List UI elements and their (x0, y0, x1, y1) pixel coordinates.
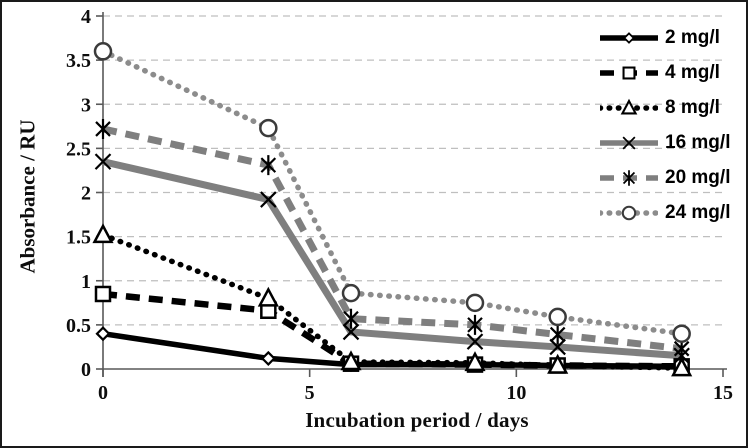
x-axis-title: Incubation period / days (305, 408, 529, 432)
marker-circle (621, 205, 637, 220)
legend-label-16mgl: 16 mg/l (665, 131, 731, 153)
legend-item-24mgl: 24 mg/l (600, 195, 730, 230)
legend-item-20mgl: 20 mg/l (600, 160, 730, 195)
legend-label-20mgl: 20 mg/l (665, 166, 731, 188)
legend-sample-line-2mgl (600, 31, 658, 44)
legend-label-8mgl: 8 mg/l (665, 96, 720, 118)
marker-circle (465, 293, 485, 313)
marker-diamond (623, 31, 635, 44)
marker-asterisk (95, 118, 111, 139)
marker-asterisk (467, 314, 483, 335)
series-line-8mgl (100, 232, 685, 371)
marker-circle (548, 307, 567, 327)
y-tick-label: 4 (81, 6, 91, 28)
marker-x (549, 338, 566, 356)
y-tick-label: 0 (81, 359, 91, 381)
series-line-24mgl (100, 48, 685, 337)
marker-x (466, 333, 484, 350)
y-tick-label: 2 (81, 183, 91, 205)
y-tick-label: 0.5 (66, 315, 91, 337)
marker-asterisk (260, 155, 277, 176)
marker-triangle (464, 351, 486, 372)
marker-triangle (547, 353, 569, 374)
marker-circle (93, 42, 113, 61)
marker-square (622, 66, 636, 79)
legend-label-24mgl: 24 mg/l (665, 201, 731, 223)
marker-x (342, 323, 360, 341)
marker-diamond (260, 350, 276, 366)
legend-item-4mgl: 4 mg/l (600, 55, 730, 90)
x-tick-label: 5 (305, 382, 315, 404)
marker-asterisk (622, 169, 636, 186)
marker-circle (259, 118, 278, 138)
marker-triangle (257, 286, 279, 307)
legend-label-4mgl: 4 mg/l (665, 61, 720, 83)
legend-item-2mgl: 2 mg/l (600, 20, 730, 55)
legend-sample-line-20mgl (600, 169, 658, 186)
marker-x (94, 153, 112, 170)
legend-sample-line-8mgl (600, 98, 658, 114)
y-tick-label: 3 (81, 94, 91, 116)
marker-diamond (95, 326, 111, 342)
marker-x (260, 191, 277, 208)
legend-label-2mgl: 2 mg/l (665, 26, 720, 48)
legend: 2 mg/l 4 mg/l 8 mg/l 16 mg/l 20 mg/l 24 … (600, 20, 730, 230)
marker-asterisk (549, 324, 566, 345)
marker-triangle (92, 223, 114, 244)
legend-item-16mgl: 16 mg/l (600, 125, 730, 160)
marker-triangle (620, 98, 638, 114)
marker-circle (341, 283, 361, 303)
legend-sample-line-16mgl (600, 136, 658, 149)
series-line-4mgl (102, 290, 682, 370)
series-line-20mgl (102, 125, 683, 353)
legend-sample-line-24mgl (600, 205, 658, 220)
y-axis-title: Absorbance / RU (15, 119, 40, 274)
marker-asterisk (343, 308, 359, 329)
x-tick-label: 0 (98, 382, 108, 404)
marker-x (622, 136, 636, 149)
marker-triangle (340, 350, 362, 371)
x-tick-label: 15 (713, 382, 733, 404)
y-tick-label: 3.5 (66, 50, 91, 72)
marker-triangle (671, 356, 693, 377)
legend-sample-line-4mgl (600, 66, 658, 79)
marker-square (94, 285, 112, 303)
y-tick-label: 1.5 (66, 227, 91, 249)
marker-circle (672, 324, 691, 343)
x-tick-label: 10 (506, 382, 526, 404)
y-tick-label: 2.5 (66, 138, 91, 160)
legend-item-8mgl: 8 mg/l (600, 90, 730, 125)
y-tick-label: 1 (81, 271, 91, 293)
series-line-16mgl (102, 158, 682, 360)
